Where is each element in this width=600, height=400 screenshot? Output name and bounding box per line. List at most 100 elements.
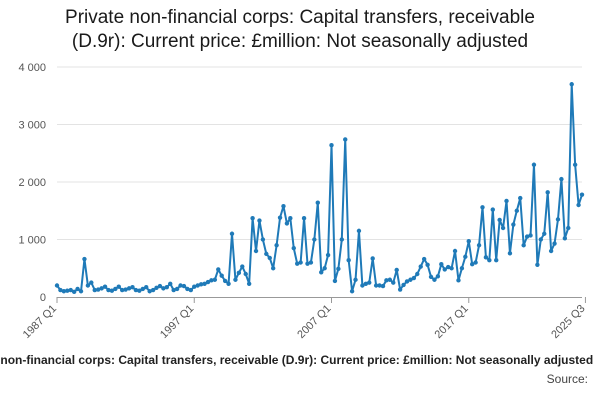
data-point [384, 278, 389, 283]
data-point [579, 192, 585, 197]
data-point [298, 260, 303, 265]
data-point [89, 280, 94, 285]
data-point [439, 262, 444, 267]
data-point [373, 283, 379, 288]
data-point [277, 215, 283, 220]
data-point [161, 286, 166, 291]
data-point [267, 255, 272, 261]
data-point [253, 248, 259, 254]
data-point [257, 218, 262, 223]
data-point [459, 266, 465, 271]
chart-source: Source: [546, 372, 588, 386]
y-tick-label: 2 000 [18, 177, 46, 189]
data-point [343, 137, 348, 142]
data-point [295, 261, 300, 266]
data-point [229, 231, 235, 236]
data-point [483, 255, 489, 260]
data-point [291, 245, 296, 251]
data-point [538, 237, 544, 242]
data-point [246, 281, 252, 286]
data-point [548, 248, 554, 254]
data-point [487, 258, 492, 263]
data-point [319, 270, 324, 275]
data-point [470, 262, 475, 267]
y-tick-label: 1 000 [18, 235, 46, 247]
chart-title-line-2: (D.9r): Current price: £million: Not sea… [71, 31, 529, 52]
data-point [212, 277, 218, 282]
data-point [240, 264, 245, 269]
data-point [476, 243, 482, 248]
data-point [78, 289, 84, 294]
series-line-group [56, 83, 583, 293]
gridlines [57, 66, 582, 240]
data-point [452, 248, 458, 254]
data-point [380, 283, 386, 289]
data-point [202, 281, 207, 286]
data-point [120, 287, 125, 293]
data-point [473, 260, 478, 265]
data-point [332, 278, 338, 284]
data-point [370, 256, 375, 261]
data-point [562, 236, 568, 241]
data-point [480, 205, 485, 210]
data-point [209, 278, 214, 283]
data-point [325, 252, 331, 258]
data-point [154, 285, 159, 290]
data-points [54, 82, 585, 295]
data-point [130, 285, 135, 290]
data-point [363, 281, 369, 286]
data-point [555, 217, 561, 222]
data-point [181, 283, 187, 289]
x-tick-label: 1997 Q1 [158, 303, 196, 341]
y-tick-label: 4 000 [18, 62, 46, 74]
data-point [411, 275, 417, 281]
data-point [71, 289, 77, 295]
x-tick-label: 1987 Q1 [21, 303, 59, 341]
data-point [572, 162, 578, 167]
data-point [92, 287, 97, 293]
data-point [233, 277, 238, 282]
data-point [528, 233, 533, 238]
data-point [305, 261, 310, 266]
data-point [188, 287, 194, 293]
data-point [219, 273, 224, 278]
data-point [401, 282, 406, 288]
data-point [387, 277, 393, 282]
data-point [408, 277, 413, 282]
data-point [339, 237, 344, 242]
y-tick-label: 0 [40, 292, 46, 304]
data-point [504, 198, 509, 204]
data-point [222, 278, 228, 284]
data-point [54, 283, 60, 288]
data-point [377, 283, 382, 288]
data-point [274, 243, 279, 248]
data-point [75, 286, 80, 292]
x-axis-tick-labels: 1987 Q1 1997 Q1 2007 Q1 2017 Q1 2025 Q3 [21, 303, 588, 341]
data-point [236, 270, 242, 276]
data-point [109, 288, 115, 293]
data-point [500, 225, 506, 231]
data-point [243, 271, 248, 277]
data-point [250, 216, 255, 221]
data-point [99, 286, 104, 291]
data-point [150, 287, 156, 293]
data-point [421, 256, 427, 262]
data-point [144, 285, 149, 290]
data-point [336, 266, 341, 272]
data-point [432, 277, 437, 282]
x-tick-label: 2017 Q1 [433, 303, 471, 341]
data-point [226, 281, 231, 286]
data-point [137, 288, 142, 293]
x-tick-label: 2025 Q3 [549, 303, 587, 341]
data-point [497, 217, 502, 223]
data-point [367, 280, 372, 285]
data-point [205, 279, 211, 285]
data-point [521, 243, 526, 248]
data-point [216, 267, 221, 272]
data-point [126, 286, 132, 291]
data-point [178, 283, 183, 288]
data-point [264, 251, 269, 257]
data-point [168, 281, 173, 286]
data-point [494, 258, 499, 263]
data-point [576, 202, 581, 208]
